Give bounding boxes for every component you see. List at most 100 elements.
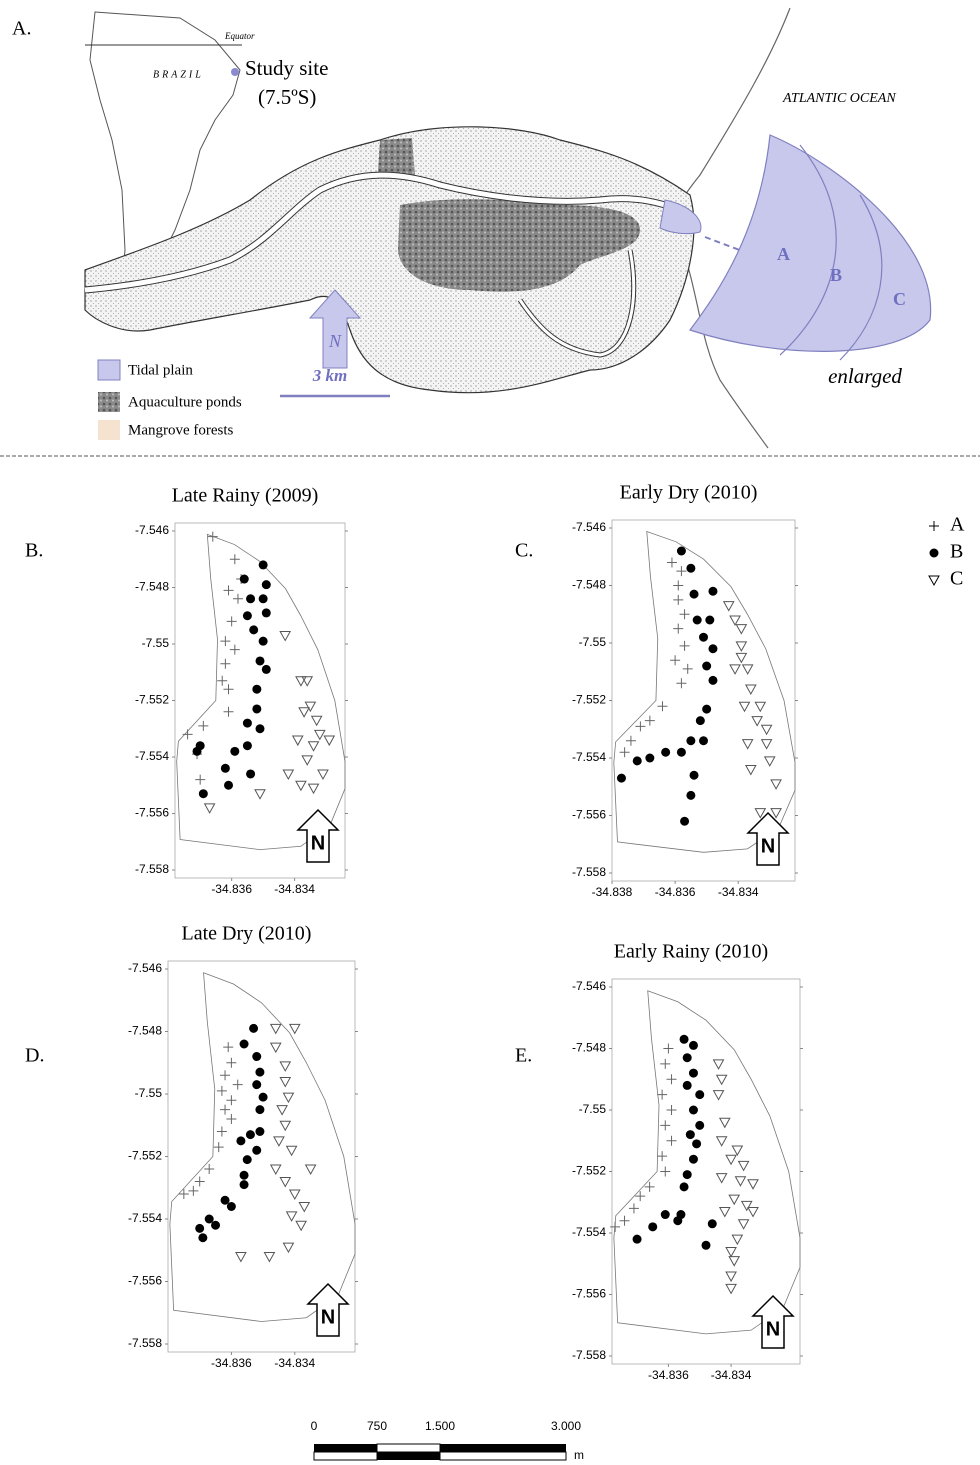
y-tick-label: -7.556 bbox=[572, 808, 606, 822]
point-plus bbox=[229, 644, 240, 655]
point-dot bbox=[695, 1090, 705, 1100]
legend-swatch bbox=[97, 359, 121, 381]
point-dot bbox=[236, 1136, 246, 1146]
point-plus bbox=[657, 1089, 668, 1100]
point-dot bbox=[708, 675, 718, 685]
enlarge-arrow bbox=[704, 236, 743, 252]
point-dot bbox=[220, 763, 230, 773]
point-plus bbox=[679, 609, 690, 620]
point-plus bbox=[226, 1114, 237, 1124]
point-dot bbox=[673, 1216, 683, 1226]
point-triangle bbox=[279, 1120, 292, 1132]
point-triangle bbox=[307, 741, 320, 752]
legend-label: A bbox=[950, 514, 965, 536]
y-tick-label: -7.556 bbox=[128, 1274, 162, 1288]
y-tick-label: -7.548 bbox=[572, 1041, 606, 1055]
point-dot bbox=[708, 644, 718, 654]
river bbox=[518, 249, 636, 357]
panel-label: C. bbox=[515, 540, 533, 562]
y-tick-label: -7.55 bbox=[142, 636, 170, 650]
chart-title: Late Rainy (2009) bbox=[172, 485, 319, 507]
point-triangle bbox=[304, 1164, 317, 1176]
point-triangle bbox=[304, 701, 317, 713]
legend-label: C bbox=[950, 568, 963, 590]
point-triangle bbox=[928, 575, 940, 587]
tidal-plain-small bbox=[659, 199, 702, 235]
equator-label: Equator bbox=[224, 31, 255, 41]
point-dot bbox=[705, 615, 715, 625]
point-plus bbox=[666, 1135, 677, 1146]
north-arrow bbox=[751, 1294, 795, 1349]
y-tick-label: -7.55 bbox=[579, 1102, 607, 1116]
point-plus bbox=[229, 554, 240, 565]
point-plus bbox=[232, 1079, 243, 1090]
point-plus bbox=[226, 616, 237, 627]
point-dot bbox=[682, 1053, 692, 1063]
scale-label: 3.000 bbox=[551, 1419, 581, 1433]
zone-label: C bbox=[893, 289, 906, 309]
point-dot bbox=[261, 664, 271, 674]
y-tick-label: -7.554 bbox=[572, 750, 606, 764]
point-triangle bbox=[310, 715, 323, 727]
study-area-outline bbox=[613, 990, 801, 1335]
point-dot bbox=[252, 1080, 262, 1090]
point-dot bbox=[239, 1180, 249, 1190]
point-triangle bbox=[295, 780, 307, 792]
y-tick-label: -7.552 bbox=[135, 693, 169, 707]
point-dot bbox=[242, 718, 252, 728]
point-triangle bbox=[715, 1074, 728, 1086]
point-plus bbox=[188, 1185, 199, 1196]
y-tick-label: -7.548 bbox=[128, 1024, 162, 1038]
point-plus bbox=[223, 585, 234, 596]
y-tick-label: -7.552 bbox=[572, 1164, 606, 1178]
point-plus bbox=[619, 747, 630, 758]
point-triangle bbox=[279, 631, 292, 642]
legend-label: Aquaculture ponds bbox=[128, 394, 242, 410]
point-triangle bbox=[728, 1194, 741, 1206]
point-dot bbox=[198, 789, 208, 799]
y-tick-label: -7.548 bbox=[135, 580, 169, 594]
y-tick-label: -7.554 bbox=[135, 749, 169, 763]
point-plus bbox=[670, 655, 681, 666]
point-dot bbox=[258, 636, 268, 646]
y-tick-label: -7.554 bbox=[572, 1225, 606, 1239]
ocean-label: ATLANTIC OCEAN bbox=[782, 91, 896, 106]
map: A. Equator BRAZIL Study site (7.5ºS) ATL… bbox=[12, 7, 932, 449]
x-tick-label: -34.834 bbox=[718, 885, 759, 899]
point-plus bbox=[644, 715, 655, 726]
point-dot bbox=[929, 548, 939, 558]
point-triangle bbox=[747, 1206, 759, 1218]
point-triangle bbox=[269, 1023, 282, 1035]
point-plus bbox=[625, 735, 636, 746]
point-triangle bbox=[718, 1206, 731, 1218]
point-dot bbox=[242, 741, 252, 751]
north-label: N bbox=[311, 832, 325, 854]
point-dot bbox=[252, 1052, 262, 1061]
point-triangle bbox=[301, 755, 314, 766]
point-plus bbox=[673, 594, 684, 605]
point-plus bbox=[628, 1203, 639, 1214]
point-triangle bbox=[323, 735, 336, 747]
point-triangle bbox=[728, 1256, 741, 1267]
legend-swatch bbox=[98, 392, 120, 412]
point-plus bbox=[195, 774, 206, 785]
point-plus bbox=[226, 1057, 237, 1068]
point-triangle bbox=[269, 1042, 282, 1054]
point-triangle bbox=[725, 1154, 737, 1166]
point-dot bbox=[699, 632, 708, 642]
point-triangle bbox=[307, 783, 320, 795]
point-triangle bbox=[282, 1242, 295, 1254]
point-triangle bbox=[317, 769, 329, 780]
point-plus bbox=[635, 721, 646, 732]
point-dot bbox=[255, 1127, 265, 1136]
chart-title: Late Dry (2010) bbox=[182, 923, 312, 945]
point-triangle bbox=[760, 724, 773, 736]
latitude-label: (7.5ºS) bbox=[258, 85, 316, 109]
point-plus bbox=[178, 1189, 189, 1199]
scale-bar: 0 750 1.500 3.000 m bbox=[311, 1419, 584, 1462]
y-tick-label: -7.55 bbox=[135, 1086, 163, 1100]
point-dot bbox=[242, 1155, 252, 1165]
point-triangle bbox=[715, 1136, 728, 1147]
point-triangle bbox=[740, 1200, 753, 1212]
point-triangle bbox=[731, 1234, 744, 1246]
